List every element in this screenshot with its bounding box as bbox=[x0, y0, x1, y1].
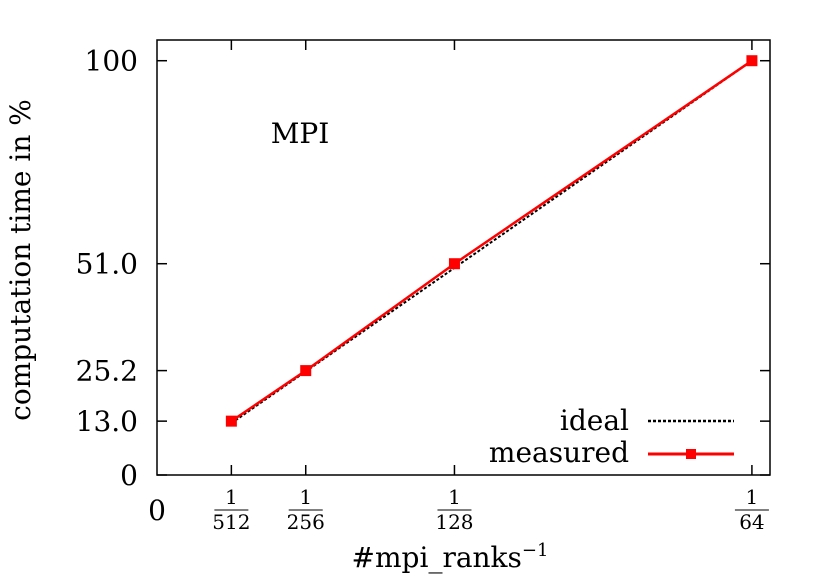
x-origin-label: 0 bbox=[148, 494, 166, 527]
plot-frame bbox=[156, 39, 771, 476]
x-axis-label-exponent: −1 bbox=[522, 540, 549, 561]
y-axis-ticks: 0 13.0 25.2 51.0 100 bbox=[76, 45, 770, 492]
x-tick-numerator: 1 bbox=[448, 485, 461, 509]
x-tick-denominator: 64 bbox=[739, 510, 764, 534]
measured-point bbox=[225, 415, 237, 427]
x-tick-denominator: 512 bbox=[212, 510, 250, 534]
y-tick-label: 0 bbox=[120, 459, 138, 492]
x-tick-numerator: 1 bbox=[299, 485, 312, 509]
x-axis-label: #mpi_ranks−1 bbox=[352, 540, 549, 574]
legend-label-measured: measured bbox=[489, 436, 629, 469]
x-tick-denominator: 256 bbox=[287, 510, 325, 534]
series-line-measured bbox=[230, 59, 753, 423]
y-tick-label: 100 bbox=[85, 45, 138, 78]
y-tick-label: 51.0 bbox=[76, 248, 138, 281]
measured-point bbox=[448, 258, 460, 270]
y-tick-label: 13.0 bbox=[76, 405, 138, 438]
series-layer bbox=[225, 55, 758, 427]
measured-point bbox=[746, 55, 758, 67]
y-tick-label: 25.2 bbox=[76, 355, 138, 388]
legend-label-ideal: ideal bbox=[560, 404, 629, 437]
measured-point bbox=[300, 365, 312, 377]
legend-marker-measured bbox=[686, 449, 696, 459]
y-axis-label: computation time in % bbox=[4, 99, 37, 421]
x-axis-label-main: #mpi_ranks bbox=[352, 541, 522, 574]
legend: ideal measured bbox=[489, 404, 734, 469]
x-tick-denominator: 128 bbox=[435, 510, 473, 534]
x-tick-numerator: 1 bbox=[746, 485, 759, 509]
x-tick-numerator: 1 bbox=[225, 485, 238, 509]
mpi-annotation: MPI bbox=[271, 117, 330, 150]
